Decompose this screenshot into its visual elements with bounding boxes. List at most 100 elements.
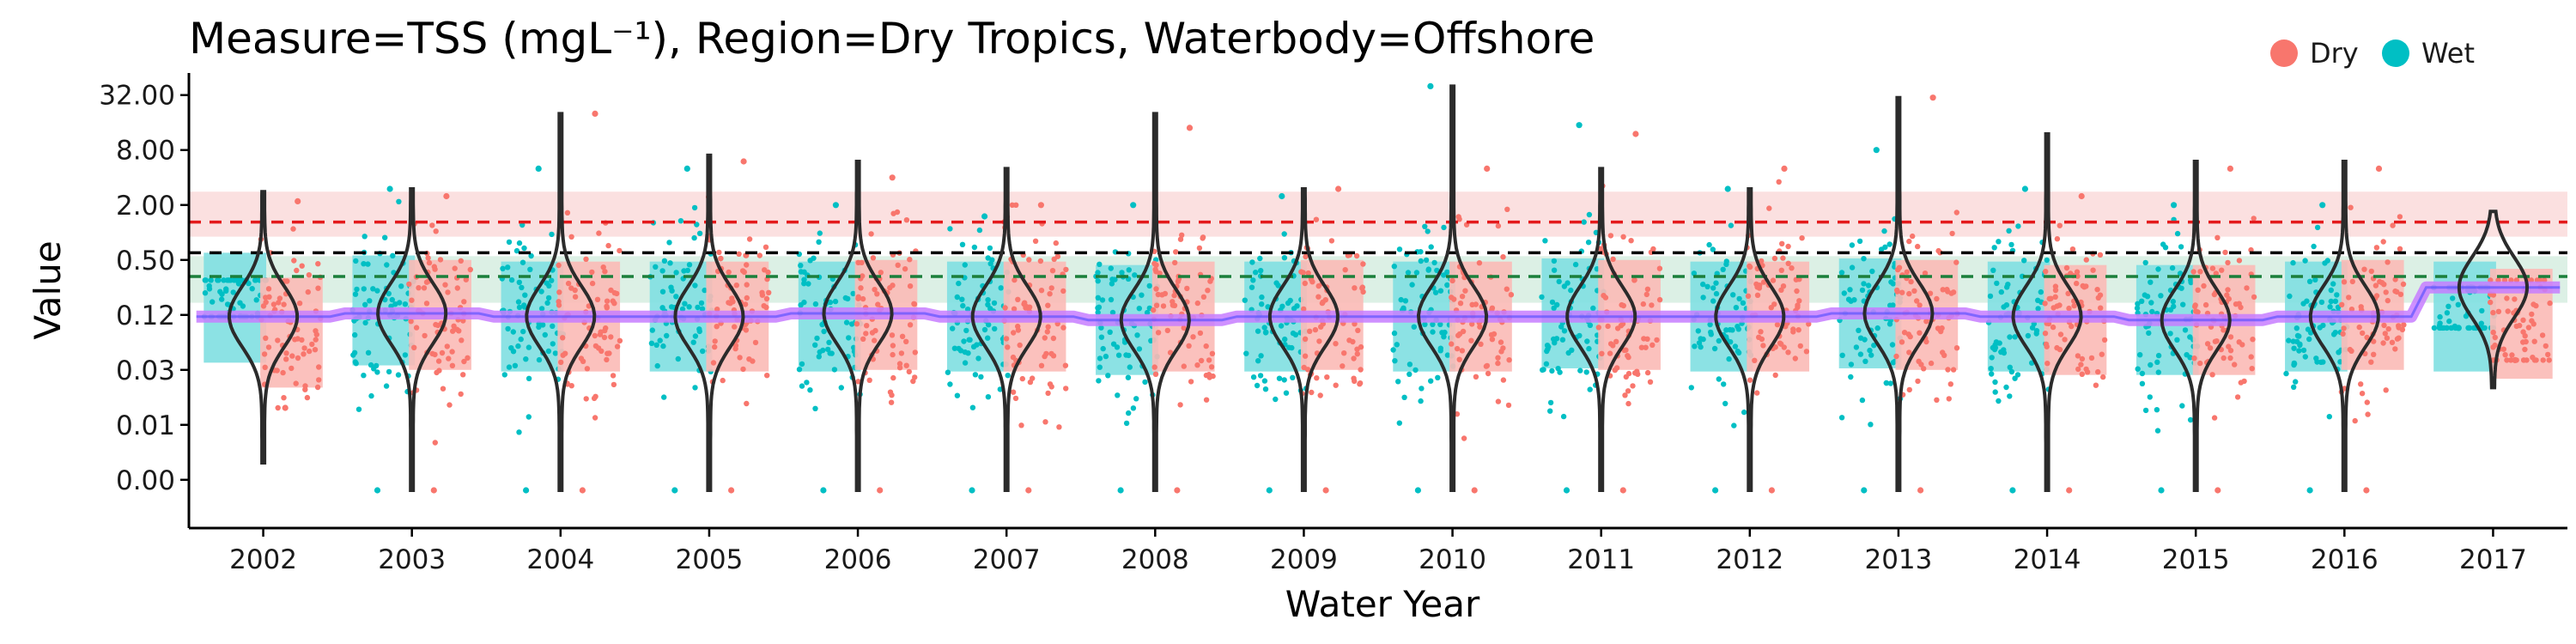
point-dry-2007 (1023, 305, 1029, 311)
point-wet-2003 (362, 319, 368, 326)
point-dry-2009 (1358, 343, 1364, 350)
point-dry-2009 (1317, 392, 1323, 398)
point-dry-2011 (1607, 233, 1614, 239)
point-dry-2011 (1595, 325, 1602, 331)
point-dry-2015 (2225, 287, 2231, 293)
point-wet-2014 (2012, 375, 2018, 381)
point-dry-2015 (2248, 354, 2254, 360)
point-wet-2007 (971, 244, 978, 251)
point-dry-2010 (1506, 357, 1512, 363)
point-wet-2009 (1249, 259, 1255, 265)
point-dry-2017 (2521, 357, 2527, 363)
point-dry-2015 (2214, 338, 2220, 344)
point-wet-2011 (1577, 368, 1583, 374)
point-dry-2004 (583, 256, 589, 262)
point-dry-2004 (604, 298, 611, 304)
point-dry-2017 (2512, 296, 2518, 302)
point-wet-2007 (978, 374, 984, 380)
point-dry-2008 (1151, 307, 1157, 313)
point-dry-2004 (605, 242, 611, 249)
point-wet-2003 (382, 234, 388, 240)
point-wet-2011 (1552, 340, 1558, 346)
point-dry-2006 (870, 255, 877, 261)
point-dry-2003 (421, 285, 428, 291)
point-wet-2009 (1250, 374, 1257, 380)
point-wet-2013 (1853, 344, 1860, 350)
point-wet-2016 (2322, 260, 2328, 266)
point-dry-2006 (872, 337, 878, 343)
point-dry-2010 (1469, 321, 1475, 327)
point-dry-2008 (1207, 278, 1213, 284)
point-wet-2007 (970, 343, 977, 349)
point-wet-2013 (1890, 281, 1896, 287)
point-dry-2013 (1953, 259, 1959, 265)
point-wet-2015 (2188, 279, 2194, 286)
point-wet-2012 (1735, 348, 1741, 355)
point-dry-2017 (2523, 338, 2529, 345)
point-wet-2011 (1572, 261, 1579, 268)
point-dry-2017 (2492, 334, 2498, 341)
point-dry-2009 (1355, 327, 1361, 333)
point-dry-2006 (866, 377, 872, 383)
point-dry-2015 (2190, 269, 2196, 275)
point-wet-2007 (987, 306, 993, 312)
point-dry-2016 (2394, 336, 2401, 342)
point-min-wet-2007 (969, 487, 975, 494)
point-wet-2003 (355, 406, 362, 412)
point-dry-2009 (1328, 238, 1335, 244)
point-wet-2004 (510, 349, 517, 355)
point-dry-2002 (313, 331, 319, 337)
point-wet-2015 (2148, 361, 2154, 368)
point-dry-2009 (1352, 285, 1358, 291)
point-wet-2004 (545, 295, 552, 301)
point-wet-2008 (1142, 379, 1148, 386)
point-dry-2003 (432, 440, 438, 446)
point-dry-2014 (2084, 369, 2091, 375)
point-wet-2014 (1996, 398, 2002, 404)
point-wet-2008 (1103, 353, 1109, 360)
point-wet-2008 (1095, 278, 1101, 284)
point-dry-2016 (2341, 279, 2348, 285)
point-wet-2015 (2174, 337, 2180, 343)
point-wet-2004 (526, 344, 532, 350)
point-dry-2008 (1153, 302, 1160, 308)
point-dry-2010 (1500, 345, 1506, 351)
point-dry-2004 (584, 366, 591, 372)
point-dry-2004 (592, 415, 598, 421)
point-dry-2015 (2227, 355, 2233, 361)
point-dry-2013 (1895, 266, 1901, 273)
point-wet-2005 (648, 340, 655, 346)
point-wet-2013 (1883, 380, 1889, 386)
point-wet-2008 (1107, 329, 1113, 335)
point-wet-2004 (545, 348, 552, 355)
point-dry-2003 (433, 228, 439, 234)
point-dry-2006 (906, 368, 913, 375)
point-dry-2017 (2522, 346, 2528, 353)
point-wet-2009 (1282, 336, 1288, 343)
point-wet-2009 (1257, 255, 1263, 262)
point-dry-2003 (450, 328, 456, 334)
point-wet-2009 (1258, 353, 1264, 359)
point-wet-2012 (1710, 298, 1716, 304)
point-dry-2011 (1607, 341, 1614, 347)
point-dry-2014 (2097, 252, 2104, 258)
point-dry-2012 (1747, 377, 1753, 383)
point-dry-2003 (467, 266, 473, 273)
point-dry-2012 (1771, 255, 1778, 262)
point-dry-2012 (1785, 349, 1791, 355)
point-wet-2003 (389, 296, 395, 303)
point-min-wet-2005 (671, 487, 678, 494)
point-dry-2003 (416, 285, 422, 291)
point-dry-2013 (1949, 230, 1955, 237)
point-wet-2006 (812, 301, 819, 307)
point-dry-2009 (1358, 367, 1364, 373)
point-wet-2005 (649, 327, 655, 333)
point-wet-2003 (367, 298, 373, 304)
point-wet-2007 (957, 348, 964, 354)
point-dry-2010 (1455, 214, 1461, 220)
point-min-wet-2009 (1266, 487, 1273, 494)
point-dry-2005 (744, 295, 750, 301)
point-wet-2005 (686, 304, 692, 310)
point-wet-2004 (538, 306, 545, 312)
point-wet-2012 (1708, 329, 1714, 336)
